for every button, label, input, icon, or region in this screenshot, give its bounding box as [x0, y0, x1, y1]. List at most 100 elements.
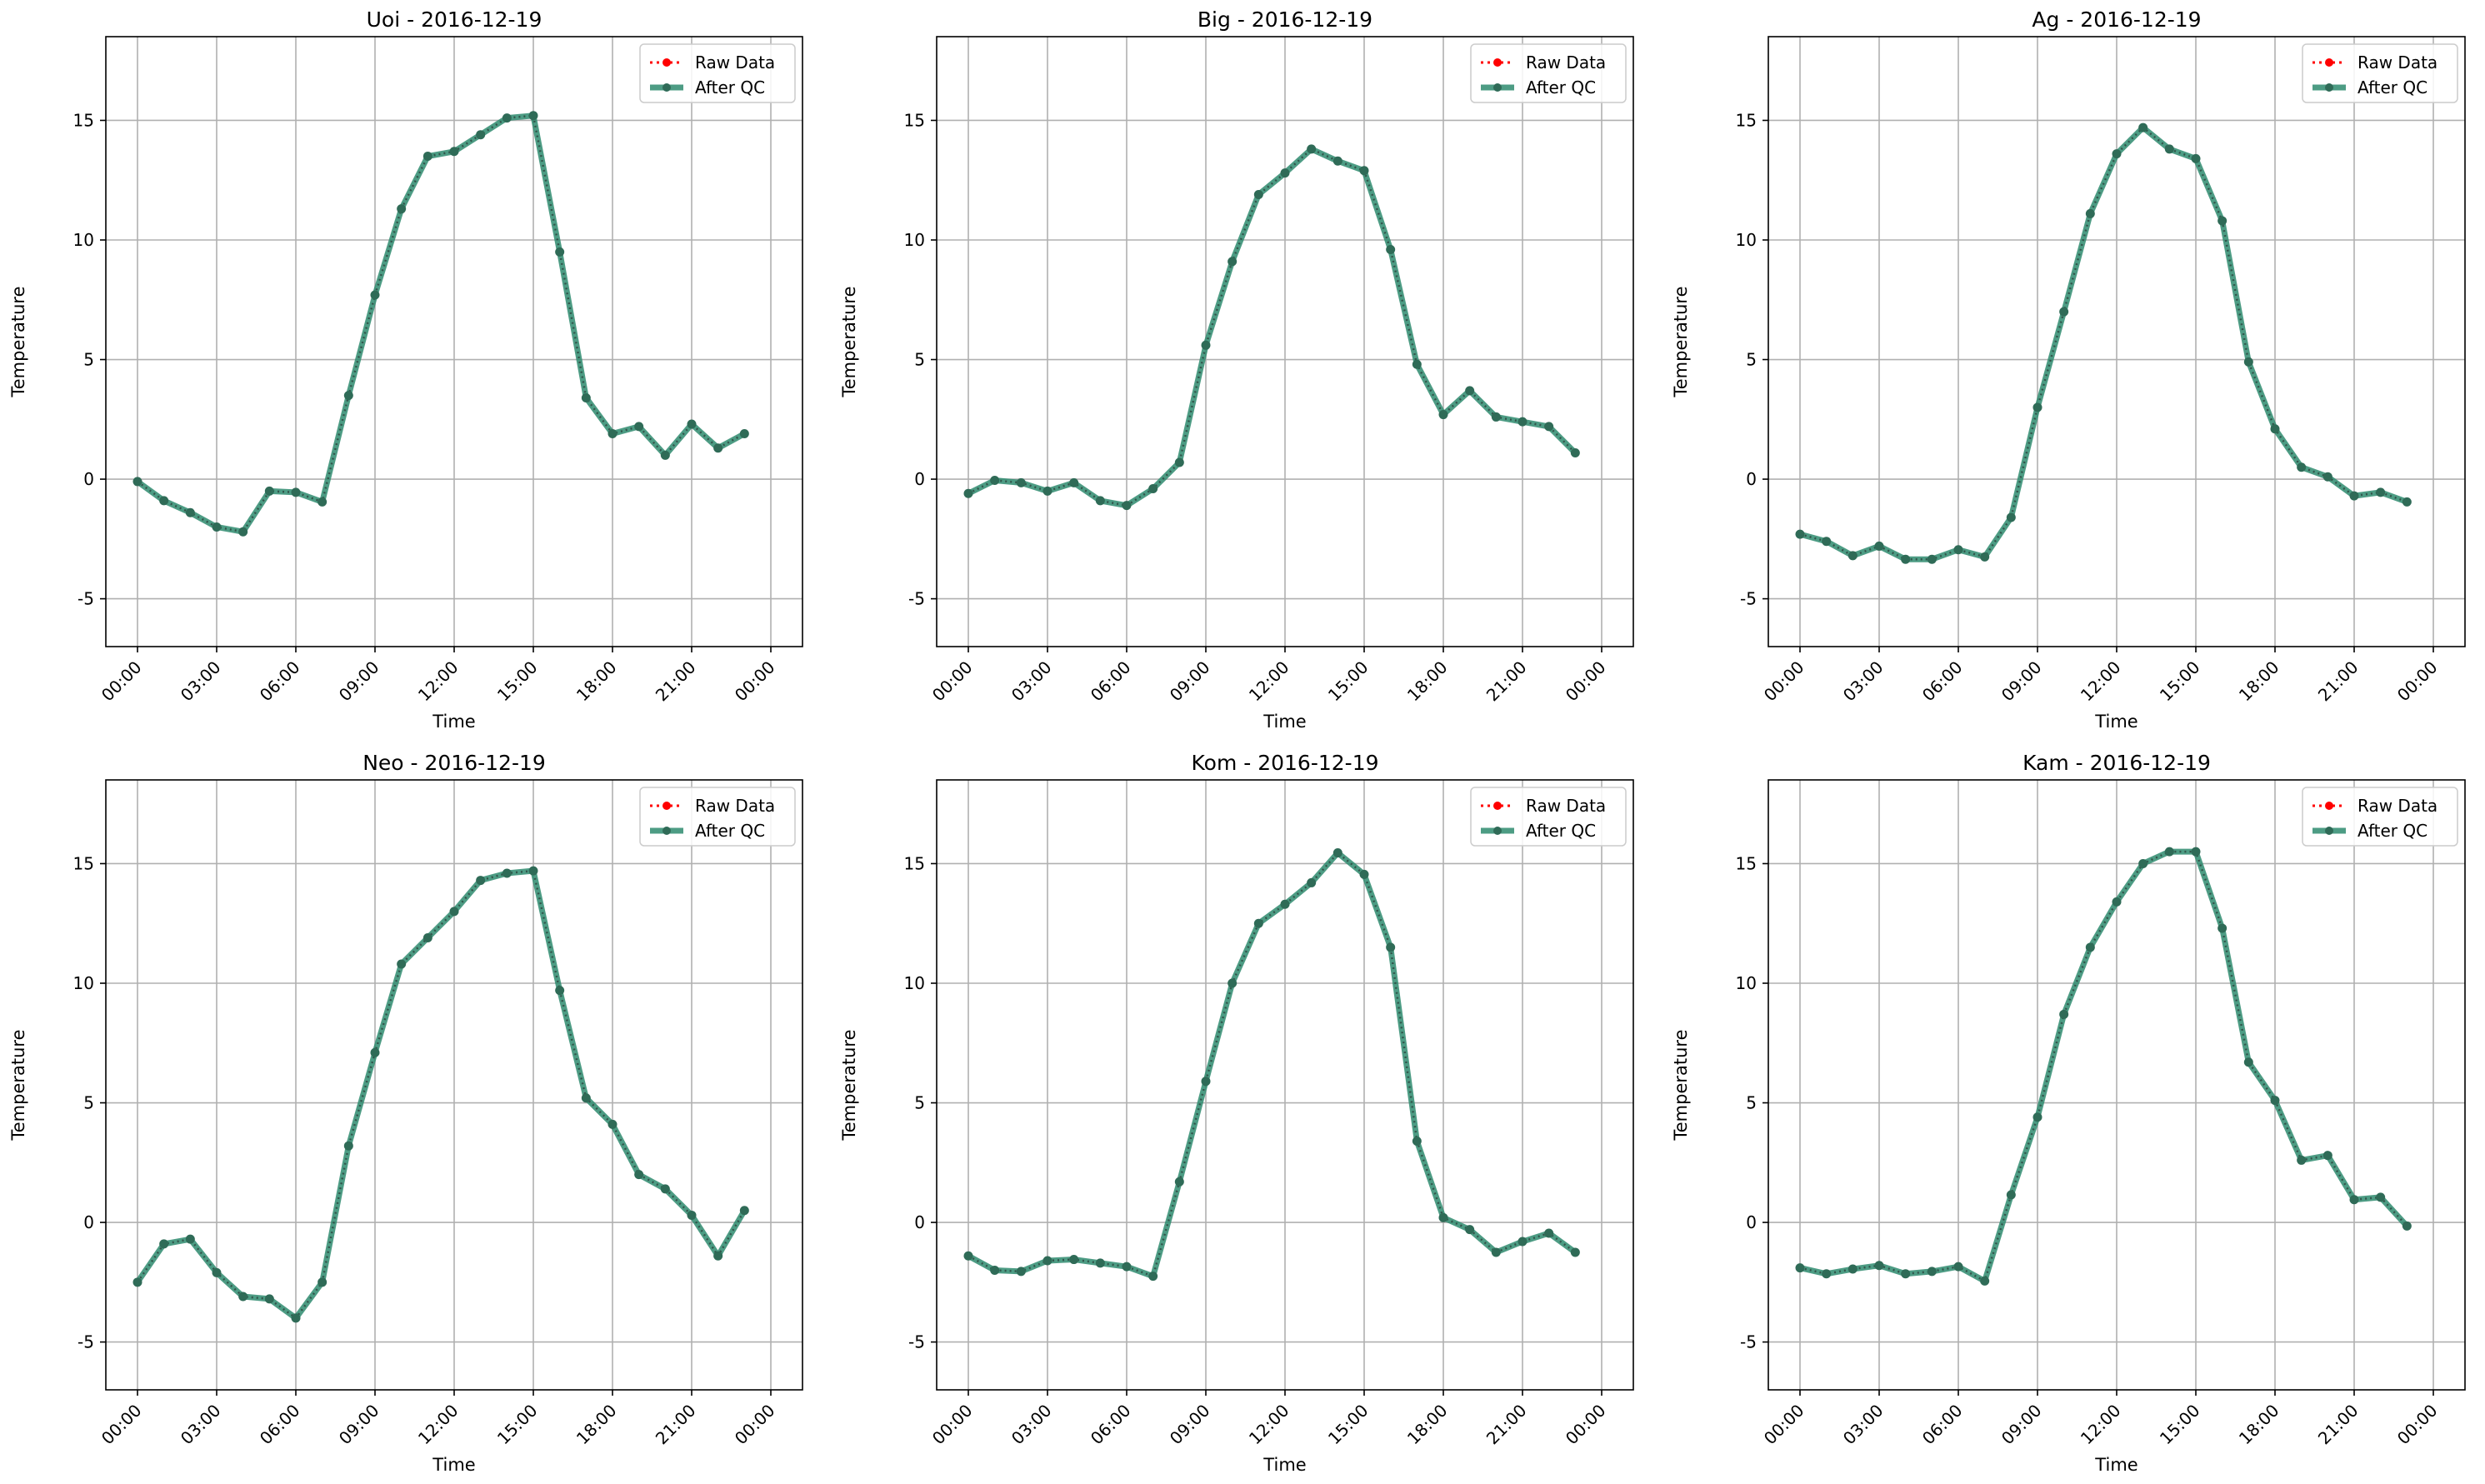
x-tick-label: 09:00	[1166, 1401, 1214, 1449]
series-line-after-qc	[1799, 848, 2409, 1284]
data-point	[1386, 942, 1396, 952]
data-point	[1544, 422, 1554, 432]
x-tick-label: 18:00	[1403, 1401, 1452, 1449]
data-point	[264, 486, 274, 496]
y-tick-label: 15	[1736, 853, 1757, 873]
data-point	[1465, 386, 1475, 396]
data-point	[608, 429, 618, 439]
legend: Raw Data After QC	[2302, 43, 2458, 103]
data-point	[449, 147, 459, 157]
grid-lines	[106, 780, 802, 1390]
data-point	[713, 1251, 723, 1261]
data-point	[1953, 545, 1963, 555]
data-point	[581, 392, 591, 402]
data-point	[1570, 1247, 1580, 1257]
y-tick-label: 0	[914, 469, 925, 489]
x-tick-label: 15:00	[1324, 1401, 1372, 1449]
legend: Raw Data After QC	[1470, 43, 1627, 103]
y-tick-label: 15	[1736, 110, 1757, 130]
legend-marker-raw-data	[1493, 58, 1502, 67]
data-point	[2164, 144, 2174, 154]
x-tick-label: 00:00	[2393, 1401, 2442, 1449]
x-tick-label: 03:00	[1839, 657, 1888, 706]
data-point	[291, 487, 301, 497]
data-point	[370, 290, 380, 300]
x-tick-label: 06:00	[1087, 1401, 1135, 1449]
y-tick-label: 5	[83, 1093, 94, 1113]
y-tick-label: 5	[1746, 1093, 1757, 1113]
data-point	[2085, 208, 2095, 218]
data-point	[2059, 1009, 2069, 1019]
x-tick-label: 12:00	[2077, 1401, 2125, 1449]
data-point	[502, 868, 512, 878]
y-tick-label: 15	[73, 853, 94, 873]
legend-marker-after-qc	[1493, 83, 1502, 92]
y-tick-label: -5	[908, 589, 925, 609]
grid-lines	[937, 780, 1633, 1390]
data-point	[2112, 149, 2122, 159]
legend-label-raw-data: Raw Data	[695, 52, 775, 72]
data-point	[132, 477, 142, 487]
y-tick-label: 15	[904, 110, 925, 130]
legend-label-after-qc: After QC	[695, 77, 765, 97]
y-tick-label: -5	[1740, 1332, 1757, 1352]
data-point	[1042, 486, 1052, 496]
x-tick-label: 03:00	[1008, 657, 1056, 706]
legend-label-after-qc: After QC	[2358, 821, 2428, 841]
y-tick-label: 15	[904, 853, 925, 873]
legend-label-raw-data: Raw Data	[2358, 796, 2438, 816]
data-point	[1174, 1177, 1184, 1187]
series-line-after-qc	[967, 850, 1578, 1280]
data-point	[2270, 1096, 2280, 1106]
data-point	[2297, 1155, 2307, 1165]
data-point	[1438, 1212, 1448, 1222]
data-point	[2376, 1192, 2386, 1202]
x-axis-label: Time	[2094, 712, 2138, 732]
y-axis-label: Temperature	[1671, 286, 1691, 397]
x-tick-label: 09:00	[1998, 1401, 2046, 1449]
x-tick-label: 00:00	[1562, 1401, 1610, 1449]
legend-marker-raw-data	[662, 58, 671, 67]
legend-marker-raw-data	[2325, 802, 2333, 810]
data-point	[963, 1251, 973, 1261]
data-point	[528, 866, 538, 876]
data-point	[1901, 1269, 1911, 1279]
x-tick-label: 00:00	[928, 1401, 977, 1449]
data-point	[1069, 477, 1079, 487]
data-point	[2032, 402, 2042, 412]
x-tick-label: 03:00	[177, 1401, 225, 1449]
y-tick-label: -5	[1740, 589, 1757, 609]
data-point	[528, 111, 538, 121]
data-point	[476, 876, 486, 886]
data-point	[2138, 122, 2148, 132]
x-tick-label: 21:00	[1482, 1401, 1531, 1449]
legend-label-raw-data: Raw Data	[1526, 796, 1606, 816]
y-tick-label: -5	[78, 589, 94, 609]
data-point	[1228, 978, 1238, 988]
data-point	[1122, 1262, 1132, 1272]
data-point	[1359, 869, 1369, 879]
data-point	[687, 1210, 697, 1220]
data-point	[1016, 477, 1026, 487]
data-point	[2218, 923, 2228, 933]
series-line-after-qc	[135, 867, 748, 1322]
x-tick-label: 03:00	[1839, 1401, 1888, 1449]
data-point	[1201, 1077, 1211, 1087]
data-point	[476, 130, 486, 140]
x-tick-label: 06:00	[256, 657, 304, 706]
data-point	[397, 959, 407, 969]
data-point	[422, 932, 432, 942]
x-tick-label: 15:00	[2156, 1401, 2204, 1449]
data-point	[370, 1047, 380, 1057]
data-point	[713, 443, 723, 453]
x-tick-label: 12:00	[1245, 657, 1293, 706]
y-tick-label: -5	[78, 1332, 94, 1352]
data-point	[1848, 551, 1858, 561]
x-tick-label: 12:00	[2077, 657, 2125, 706]
y-tick-label: 5	[83, 350, 94, 370]
chart-title: Neo - 2016-12-19	[362, 751, 546, 775]
data-point	[212, 522, 222, 532]
subplot-1: -5 0 5 10 15 00:00 03:00 06:00 09:00 12:00 15:00 18…	[8, 7, 803, 732]
y-tick-label: -5	[908, 1332, 925, 1352]
data-point	[2032, 1112, 2042, 1122]
